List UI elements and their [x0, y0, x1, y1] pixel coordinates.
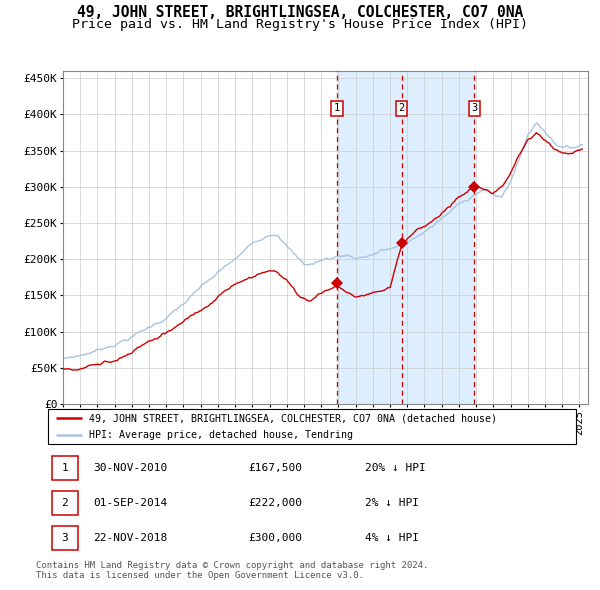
Text: 1: 1: [334, 103, 340, 113]
Text: Contains HM Land Registry data © Crown copyright and database right 2024.
This d: Contains HM Land Registry data © Crown c…: [36, 560, 428, 580]
Text: £300,000: £300,000: [248, 533, 302, 543]
Text: 3: 3: [471, 103, 478, 113]
Text: HPI: Average price, detached house, Tendring: HPI: Average price, detached house, Tend…: [89, 431, 353, 440]
Text: £222,000: £222,000: [248, 498, 302, 508]
Text: 2% ↓ HPI: 2% ↓ HPI: [365, 498, 419, 508]
Text: Price paid vs. HM Land Registry's House Price Index (HPI): Price paid vs. HM Land Registry's House …: [72, 18, 528, 31]
Text: 1: 1: [62, 463, 68, 473]
FancyBboxPatch shape: [52, 526, 77, 550]
Text: 49, JOHN STREET, BRIGHTLINGSEA, COLCHESTER, CO7 0NA: 49, JOHN STREET, BRIGHTLINGSEA, COLCHEST…: [77, 5, 523, 19]
Text: 49, JOHN STREET, BRIGHTLINGSEA, COLCHESTER, CO7 0NA (detached house): 49, JOHN STREET, BRIGHTLINGSEA, COLCHEST…: [89, 414, 497, 424]
FancyBboxPatch shape: [52, 456, 77, 480]
Text: 2: 2: [398, 103, 404, 113]
Text: 4% ↓ HPI: 4% ↓ HPI: [365, 533, 419, 543]
Text: 01-SEP-2014: 01-SEP-2014: [93, 498, 167, 508]
Text: 30-NOV-2010: 30-NOV-2010: [93, 463, 167, 473]
Text: 20% ↓ HPI: 20% ↓ HPI: [365, 463, 425, 473]
Text: 3: 3: [62, 533, 68, 543]
FancyBboxPatch shape: [48, 409, 576, 444]
FancyBboxPatch shape: [52, 491, 77, 515]
Text: £167,500: £167,500: [248, 463, 302, 473]
Text: 2: 2: [62, 498, 68, 508]
Bar: [337, 71, 475, 404]
Text: 22-NOV-2018: 22-NOV-2018: [93, 533, 167, 543]
